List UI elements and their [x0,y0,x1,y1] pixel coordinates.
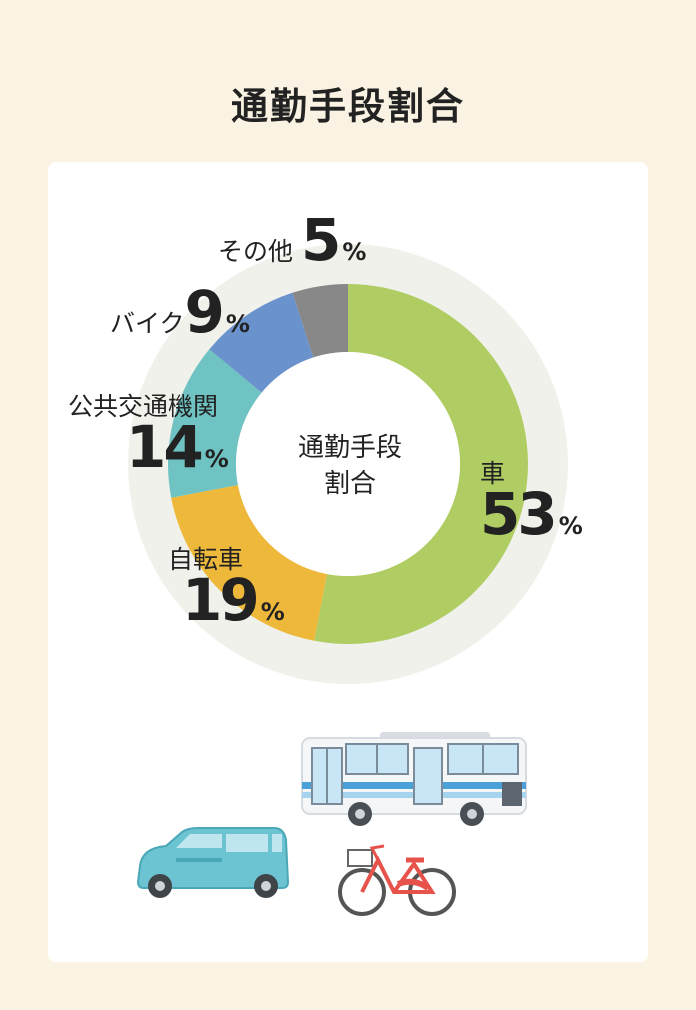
car-icon [136,827,290,898]
donut-center-label: 通勤手段 割合 [270,430,430,502]
slice-label-name: 公共交通機関 [68,392,219,421]
slice-label-value: 14 [126,413,204,481]
percent-sign: % [204,445,229,473]
bus-icon [301,732,527,826]
slice-label-car: 車 53% [480,454,583,548]
donut-slice-bicycle [171,484,328,641]
donut-slice-car [314,284,529,645]
donut-hole [236,352,460,576]
slice-label-name: バイク [110,309,185,338]
slice-label-other: その他 5% [218,206,366,274]
percent-sign: % [558,512,583,540]
slice-label-value: 19 [182,566,260,634]
slice-label-value: 5 [301,206,341,274]
bicycle-icon [338,844,456,916]
slice-label-name: 車 [480,459,506,488]
donut-slice-motorbike [209,292,314,393]
donut-slice-other [292,284,348,358]
percent-sign: % [342,238,367,266]
slice-label-value: 9 [184,278,225,346]
chart-title: 通勤手段割合 [231,85,465,128]
percent-sign: % [225,310,250,338]
slice-label-bicycle: 自転車 19% [168,540,285,634]
percent-sign: % [260,598,285,626]
center-label-line2: 割合 [323,469,376,499]
donut-slice-public-transit [168,349,262,498]
slice-label-motorbike: バイク9% [110,278,250,346]
slice-label-public-transit: 公共交通機関 14% [68,387,229,481]
slice-label-name: 自転車 [168,545,244,574]
slice-label-name: その他 [218,237,294,266]
center-label-line1: 通勤手段 [297,433,402,463]
slice-label-value: 53 [480,480,558,548]
